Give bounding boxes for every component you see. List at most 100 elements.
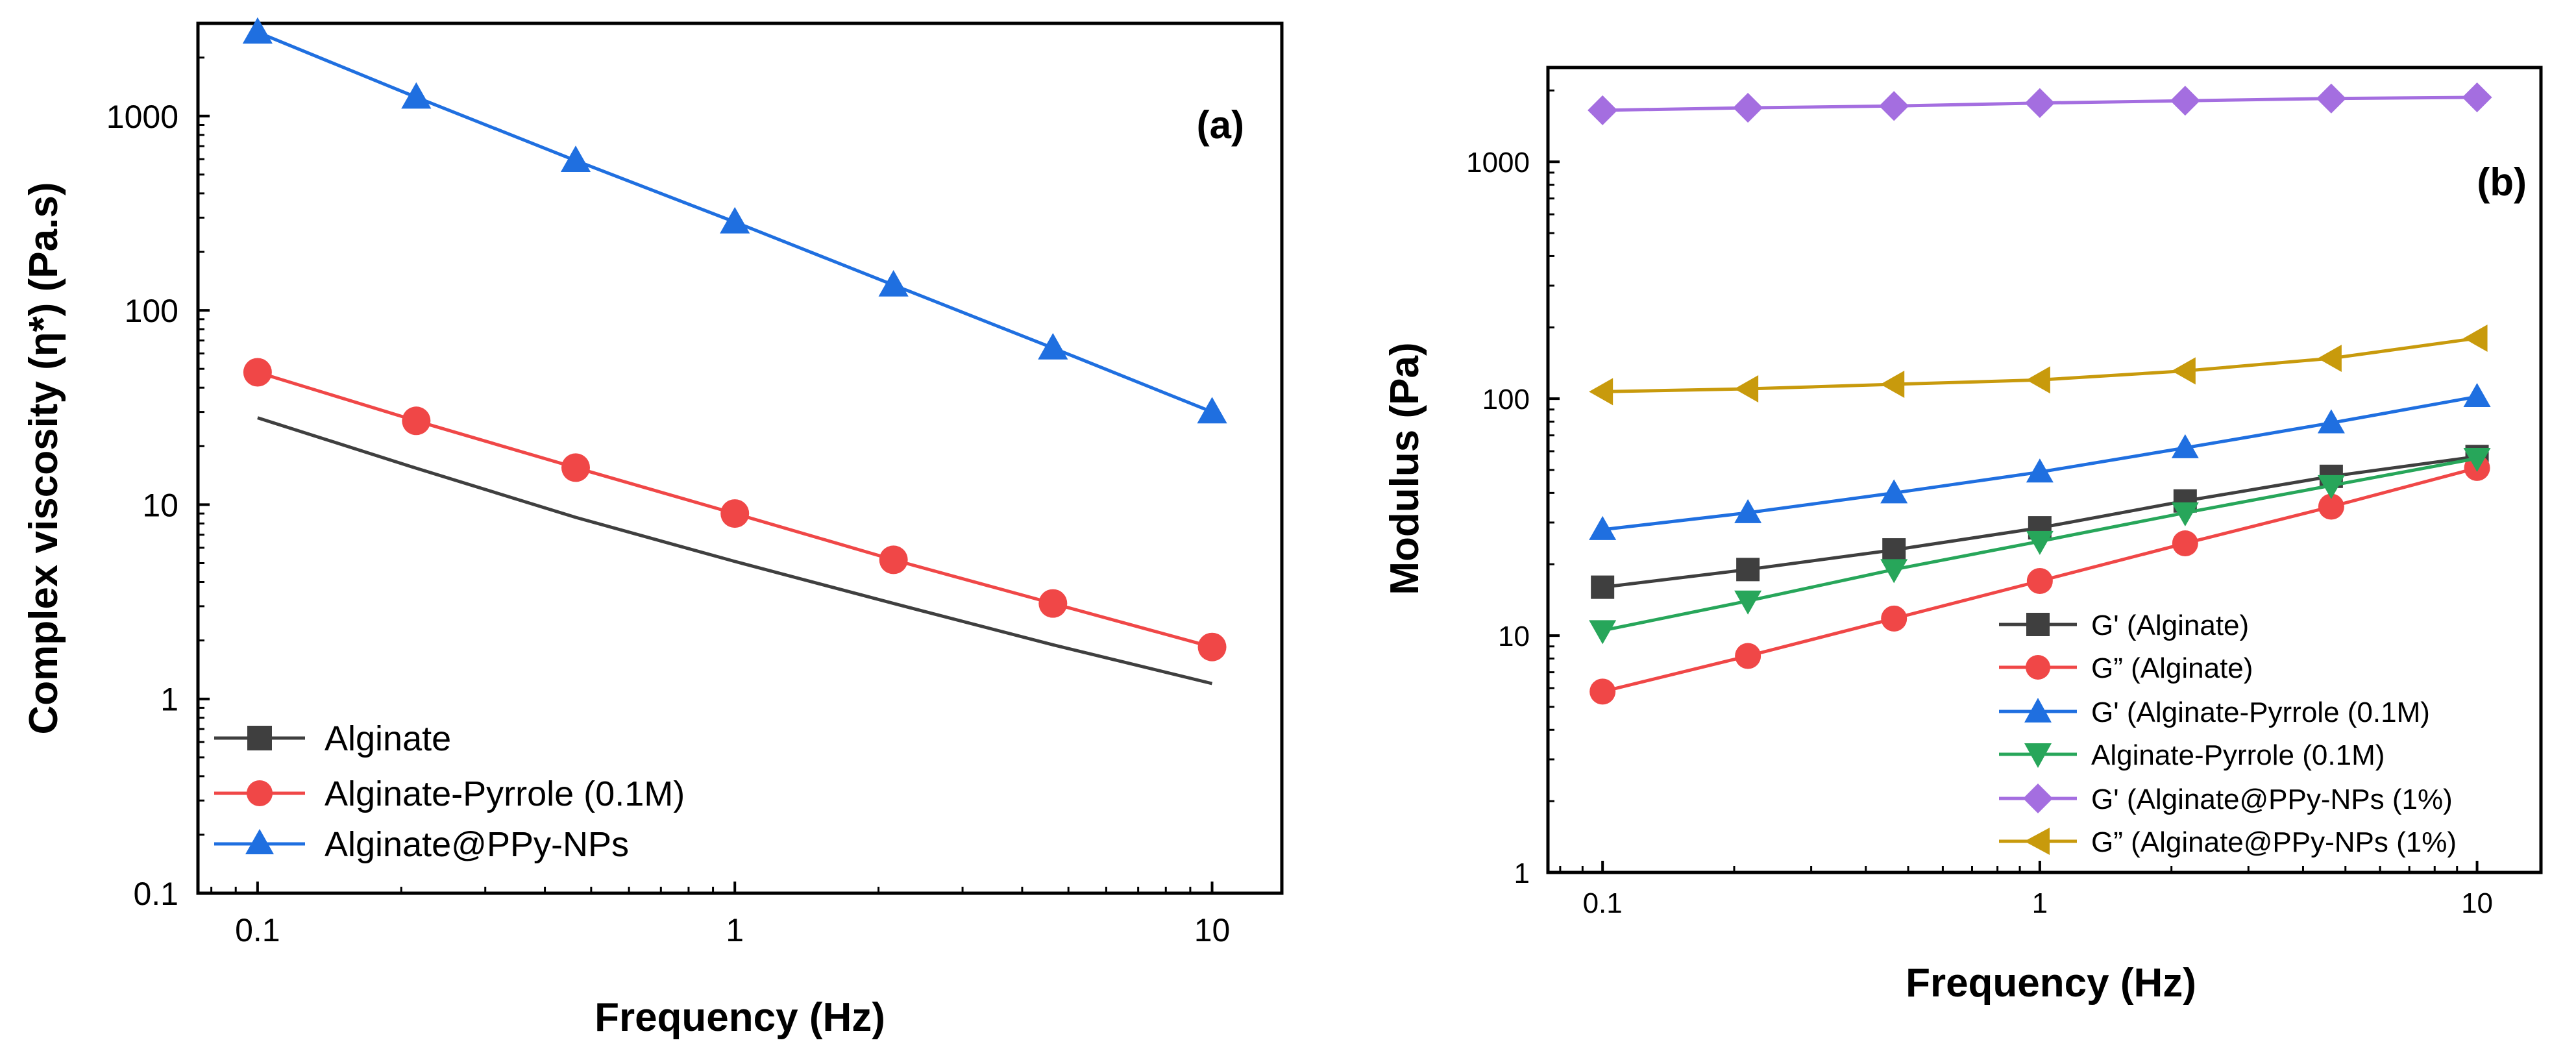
data-point [1589, 678, 1616, 705]
data-point [2463, 324, 2488, 352]
data-point [2171, 434, 2199, 458]
panel-b-legend-item-g-double-prime-alginate-ppy: G” (Alginate@PPy-NPs (1%) [1999, 826, 2457, 858]
series-line [257, 416, 1213, 685]
legend-square-marker [2026, 613, 2050, 636]
x-tick-label: 1 [2032, 887, 2048, 919]
legend-label: Alginate@PPy-NPs [325, 825, 629, 864]
panel-b-legend-item-alginate-pyrrole: Alginate-Pyrrole (0.1M) [1999, 739, 2385, 771]
data-point [1880, 559, 1908, 584]
data-point [1736, 558, 1760, 582]
data-point [2024, 88, 2055, 118]
y-tick-label: 100 [1482, 384, 1530, 415]
panel-b-legend-item-g-prime-alginate: G' (Alginate) [1999, 610, 2249, 641]
data-point [2317, 345, 2342, 373]
data-point [2317, 475, 2345, 499]
series-2 [243, 358, 1227, 661]
data-point [2172, 530, 2198, 557]
data-point [1734, 590, 1762, 615]
data-point [1882, 538, 1906, 562]
y-tick-label: 0.1 [133, 876, 178, 912]
data-point [1589, 620, 1617, 645]
series-4 [1589, 448, 2491, 645]
legend-triangle-up-marker [2024, 698, 2052, 722]
panel-a-y-axis-title: Complex viscosity (η*) (Pa.s) [21, 182, 66, 734]
data-point [1589, 378, 1613, 406]
data-point [2171, 357, 2196, 385]
legend-label: G' (Alginate@PPy-NPs (1%) [2091, 784, 2453, 815]
panel-a-y-tick-labels: 0.1 1 10 100 1000 [106, 99, 178, 912]
legend-circle-marker [2026, 655, 2050, 680]
data-point [560, 145, 591, 172]
data-point [1589, 515, 1617, 540]
data-point [2171, 502, 2199, 526]
data-point [2463, 383, 2491, 408]
panel-a-legend-item-alginate-pyrrole: Alginate-Pyrrole (0.1M) [214, 774, 685, 813]
data-point [1879, 91, 1909, 121]
data-point [720, 499, 750, 528]
panel-b-legend-item-g-prime-alginate-pyrrole: G' (Alginate-Pyrrole (0.1M) [1999, 697, 2430, 728]
panel-a-legend-item-alginate: Alginate [214, 719, 451, 758]
y-tick-label: 1000 [106, 99, 178, 135]
data-point [2170, 86, 2200, 116]
data-point [2318, 493, 2344, 520]
data-point [1197, 632, 1227, 661]
data-point [878, 269, 909, 297]
data-point [2463, 448, 2491, 473]
legend-label: G” (Alginate@PPy-NPs (1%) [2091, 826, 2457, 858]
panel-b-tag: (b) [2477, 160, 2527, 204]
y-tick-label: 10 [142, 487, 178, 523]
data-point [561, 453, 590, 482]
panel-b-legend: G' (Alginate) G” (Alginate) G' (Alginate… [1999, 610, 2457, 858]
series-5 [1588, 82, 2492, 125]
data-point [242, 17, 273, 44]
y-tick-label: 1 [160, 682, 178, 718]
panel-a-tag: (a) [1197, 103, 1244, 147]
data-point [1881, 605, 1907, 632]
data-point [1733, 93, 1763, 123]
y-tick-label: 1000 [1466, 147, 1530, 179]
data-point [2026, 567, 2053, 594]
panel-b-legend-item-g-prime-alginate-ppy: G' (Alginate@PPy-NPs (1%) [1999, 784, 2453, 815]
legend-label: Alginate [325, 719, 451, 758]
panel-b-y-axis-title: Modulus (Pa) [1382, 342, 1427, 595]
data-point [1591, 575, 1615, 599]
data-point [2026, 366, 2050, 394]
panel-a-legend: Alginate Alginate-Pyrrole (0.1M) Alginat… [214, 719, 685, 864]
data-point [401, 82, 432, 109]
data-point [1880, 479, 1908, 504]
data-point [2026, 530, 2054, 555]
panel-b-x-tick-labels: 0.1 1 10 [1583, 887, 2493, 919]
y-tick-label: 10 [1498, 621, 1530, 652]
data-point [1880, 370, 1905, 398]
legend-square-marker [247, 726, 272, 750]
legend-triangle-marker [245, 829, 274, 854]
data-point [1038, 589, 1068, 618]
legend-label: G' (Alginate-Pyrrole (0.1M) [2091, 697, 2430, 728]
panel-b-ticks [1548, 89, 2479, 874]
y-tick-label: 100 [125, 293, 178, 329]
data-point [2317, 409, 2345, 434]
panel-a-x-axis-title: Frequency (Hz) [595, 995, 885, 1040]
data-point [879, 545, 908, 574]
panel-b-series [1588, 82, 2492, 705]
legend-circle-marker [247, 780, 273, 806]
series-3 [242, 17, 1227, 424]
panel-b-y-tick-labels: 1 10 100 1000 [1466, 147, 1530, 889]
x-tick-label: 0.1 [1583, 887, 1623, 919]
data-point [1038, 333, 1068, 360]
series-3 [1589, 383, 2491, 540]
x-tick-label: 10 [1194, 912, 1231, 948]
panel-b-modulus-chart: 1 10 100 1000 0.1 1 10 (b) Frequency (Hz) Mod… [1382, 66, 2543, 1006]
panel-b-x-axis-title: Frequency (Hz) [1906, 961, 2196, 1006]
panel-a-ticks [198, 56, 1214, 895]
panel-a-plot-frame [196, 21, 1284, 895]
x-tick-label: 0.1 [235, 912, 280, 948]
data-point [243, 358, 272, 387]
legend-diamond-marker [2023, 784, 2053, 813]
legend-label: G' (Alginate) [2091, 610, 2249, 641]
data-point [1735, 643, 1761, 669]
panel-a-series [242, 17, 1227, 685]
legend-label: G” (Alginate) [2091, 652, 2253, 684]
panel-b-legend-item-g-double-prime-alginate: G” (Alginate) [1999, 652, 2253, 684]
